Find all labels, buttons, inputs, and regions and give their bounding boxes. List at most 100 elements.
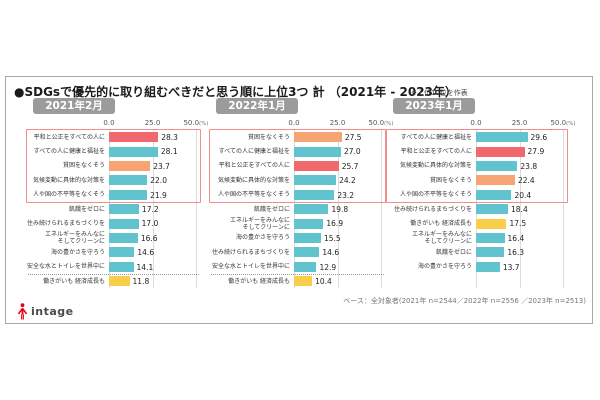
axis-ticks: 0.0 25.0 50.0(%) [288, 119, 393, 130]
plot-area: 平和と公正をすべての人に 28.3 すべての人に健康と福祉を 28.1 貧困をなくそう 2… [26, 129, 201, 288]
bar-value: 14.6 [137, 248, 155, 258]
bar-label: 働きがいも 経済成長も [228, 277, 290, 285]
bar-label: 住み続けられるまちづくりを [211, 248, 290, 256]
bar [294, 232, 321, 243]
bar-row: 安全な水とトイレを世界中に 14.1 [26, 260, 201, 274]
bar-row: 平和と公正をすべての人に 25.7 [209, 159, 386, 173]
axis-tick: 25.0 [511, 119, 528, 127]
axis-tick: 0.0 [288, 119, 300, 127]
period-badge: 2023年1月 [393, 98, 475, 114]
bar-label: 安全な水とトイレを世界中に [211, 263, 290, 271]
bar-row: エネルギーをみんなに そしてクリーンに 16.9 [209, 216, 386, 231]
bar [476, 146, 525, 157]
bar-label: 働きがいも 経済成長も [410, 220, 472, 228]
bar [109, 276, 130, 287]
bar-row: 人や国の不平等をなくそう 20.4 [386, 188, 568, 202]
bar-value: 12.9 [319, 262, 337, 272]
bar-row: 気候変動に具体的な対策を 24.2 [209, 173, 386, 187]
axis-unit: (%) [199, 121, 209, 127]
bar-row: すべての人に健康と福祉を 29.6 [386, 130, 568, 144]
bar-row: 安全な水とトイレを世界中に 12.9 [209, 260, 386, 274]
bar-value: 15.5 [323, 233, 341, 243]
bar-label: 平和と公正をすべての人に [400, 148, 472, 156]
bar-value: 23.2 [337, 190, 355, 200]
bar-value: 23.8 [520, 161, 538, 171]
bar-label: 平和と公正をすべての人に [33, 133, 105, 141]
bar-value: 21.9 [150, 190, 167, 200]
axis-unit: (%) [384, 121, 394, 127]
bar-value: 11.8 [132, 277, 150, 286]
bar-row: 平和と公正をすべての人に 27.9 [386, 144, 568, 158]
bar [476, 232, 505, 243]
bar-row: 海の豊かさを守ろう 14.6 [26, 245, 201, 259]
bar-label: 働きがいも 経済成長も [43, 277, 105, 285]
bar [294, 247, 320, 258]
bar [109, 261, 134, 272]
bar [109, 175, 148, 186]
bar-value: 20.4 [514, 190, 532, 200]
bar-value: 17.5 [509, 219, 527, 229]
bar-row: すべての人に健康と福祉を 27.0 [209, 144, 386, 158]
axis-unit: (%) [566, 121, 576, 127]
bar-value: 25.7 [341, 161, 359, 171]
bar-value: 10.4 [315, 277, 332, 286]
bar-value: 23.7 [153, 161, 170, 171]
bar-label: 海の豊かさを守ろう [417, 263, 472, 271]
period-badge: 2022年1月 [216, 98, 298, 114]
bar [476, 247, 505, 258]
bar-label: 貧困をなくそう [247, 133, 290, 141]
chart-title: ●SDGsで優先的に取り組むべきだと思う順に上位3つ 計 （2021年 - 20… [14, 85, 457, 99]
chart-group: 2022年1月 0.0 25.0 50.0(%) 貧困をなくそう 27.5 すべての人に健康… [209, 98, 394, 288]
bar-row: 人や国の不平等をなくそう 21.9 [26, 188, 201, 202]
bar-row: 住み続けられるまちづくりを 18.4 [386, 202, 568, 216]
bar-label: 飢餓をゼロに [435, 248, 472, 256]
bar [109, 218, 139, 229]
bar-label: 平和と公正をすべての人に [218, 162, 290, 170]
bar [109, 204, 139, 215]
bar-row: エネルギーをみんなに そしてクリーンに 16.4 [386, 231, 568, 245]
bar-row: 住み続けられるまちづくりを 14.6 [209, 245, 386, 259]
axis-ticks: 0.0 25.0 50.0(%) [470, 119, 575, 130]
bar-value: 14.1 [136, 262, 154, 272]
bar-value: 17.0 [141, 219, 159, 229]
bar-row: 気候変動に具体的な対策を 22.0 [26, 173, 201, 187]
bar-label: 住み続けられるまちづくりを [393, 205, 472, 213]
bar [294, 189, 335, 200]
bar-label: 気候変動に具体的な対策を [217, 176, 290, 184]
plot-area: 貧困をなくそう 27.5 すべての人に健康と福祉を 27.0 平和と公正をすべての人に 2… [209, 129, 386, 288]
bar-row: 貧困をなくそう 27.5 [209, 130, 386, 144]
bar-row: 飢餓をゼロに 16.3 [386, 245, 568, 259]
gridline [563, 130, 564, 288]
rank-divider [211, 273, 384, 275]
gridline [519, 130, 521, 288]
bar [294, 204, 329, 215]
bar-label: 海の豊かさを守ろう [50, 248, 105, 256]
gridline [196, 130, 197, 288]
bar-row: 働きがいも 経済成長も 10.4 [209, 274, 386, 288]
axis-tick: 50.0(%) [368, 119, 394, 127]
bar-value: 14.6 [322, 248, 340, 258]
bar-value: 22.4 [517, 176, 535, 186]
bar-label: すべての人に健康と福祉を [33, 148, 105, 156]
gridline [152, 130, 154, 288]
bar-value: 27.9 [527, 147, 545, 157]
bar-value: 22.0 [150, 176, 167, 186]
axis-tick: 25.0 [329, 119, 346, 127]
bar-row: エネルギーをみんなに そしてクリーンに 16.6 [26, 231, 201, 245]
bar-label: 安全な水とトイレを世界中に [26, 263, 105, 271]
bar-value: 17.2 [141, 205, 159, 214]
bar-value: 28.3 [161, 133, 178, 142]
bar-row: 働きがいも 経済成長も 17.5 [386, 216, 568, 230]
bar [109, 232, 138, 243]
axis-tick: 50.0(%) [550, 119, 576, 127]
bar [294, 261, 317, 272]
bar [294, 218, 324, 229]
bar-value: 28.1 [160, 147, 178, 157]
chart-group: 2023年1月 0.0 25.0 50.0(%) すべての人に健康と福祉を 29.6 平和と… [386, 98, 576, 288]
bar [109, 132, 159, 143]
bar [109, 146, 158, 157]
bar-value: 16.9 [326, 219, 344, 229]
rank-divider [28, 273, 199, 275]
bar [294, 175, 337, 186]
bar-value: 27.0 [343, 147, 361, 157]
